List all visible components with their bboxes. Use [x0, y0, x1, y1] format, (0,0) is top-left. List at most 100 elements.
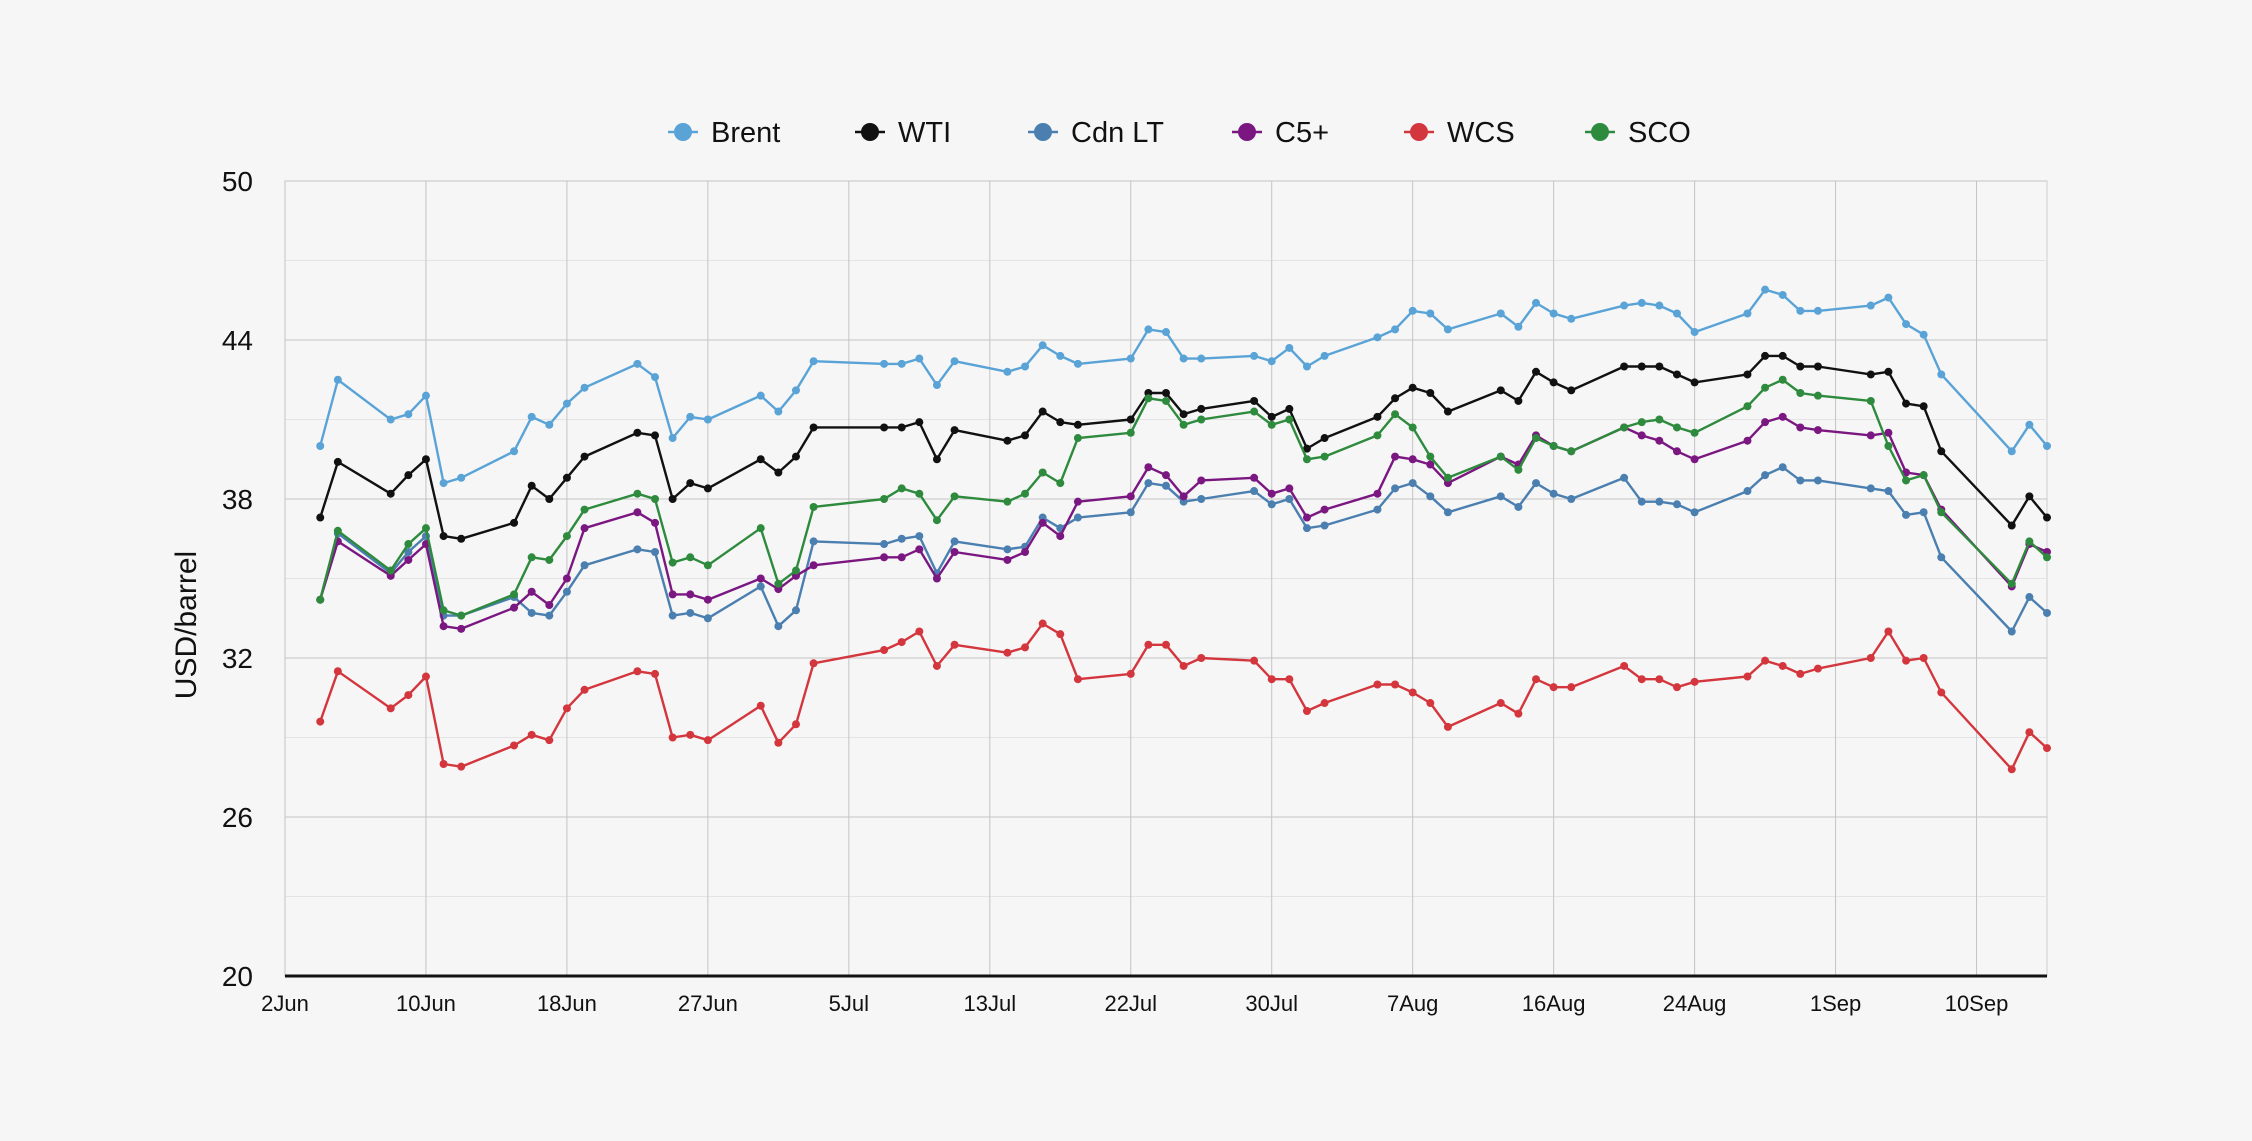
data-point	[1267, 412, 1276, 421]
data-point	[1655, 301, 1664, 310]
data-point	[1919, 402, 1928, 411]
data-point	[1620, 473, 1629, 482]
data-point	[1514, 502, 1523, 511]
data-point	[316, 595, 325, 604]
data-point	[1021, 643, 1030, 652]
data-point	[1743, 672, 1752, 681]
data-point	[1514, 322, 1523, 331]
data-point	[457, 611, 466, 620]
data-point	[1672, 447, 1681, 456]
data-point	[1813, 476, 1822, 485]
legend-label: C5+	[1275, 117, 1329, 149]
data-point	[1672, 370, 1681, 379]
data-point	[897, 484, 906, 493]
data-point	[1197, 354, 1206, 363]
data-point	[1144, 479, 1153, 488]
series-wcs	[316, 619, 2051, 774]
data-point	[1761, 418, 1770, 427]
data-point	[756, 701, 765, 710]
data-point	[562, 587, 571, 596]
data-point	[897, 534, 906, 543]
data-point	[1778, 661, 1787, 670]
data-point	[1250, 656, 1259, 665]
data-point	[932, 661, 941, 670]
data-point	[1302, 362, 1311, 371]
data-point	[756, 524, 765, 533]
data-point	[1567, 683, 1576, 692]
data-point	[2025, 728, 2034, 737]
data-point	[897, 553, 906, 562]
x-tick-label: 16Aug	[1522, 991, 1586, 1016]
data-point	[545, 601, 554, 609]
data-point	[1126, 669, 1135, 678]
data-point	[897, 359, 906, 368]
data-point	[316, 717, 325, 726]
data-point	[1443, 508, 1452, 517]
data-point	[1902, 320, 1911, 329]
data-point	[527, 481, 536, 490]
data-point	[1496, 492, 1505, 501]
data-point	[1655, 362, 1664, 371]
data-point	[2025, 420, 2034, 429]
data-point	[316, 513, 325, 522]
data-point	[333, 375, 342, 384]
data-point	[774, 738, 783, 747]
data-point	[1250, 396, 1259, 405]
data-point	[404, 691, 413, 700]
legend-item: C5+	[1232, 117, 1329, 149]
data-point	[791, 720, 800, 729]
data-point	[1496, 309, 1505, 318]
data-point	[1567, 386, 1576, 395]
data-point	[1373, 333, 1382, 342]
data-point	[510, 447, 519, 456]
data-point	[774, 579, 783, 588]
data-point	[439, 622, 448, 631]
data-point	[2043, 442, 2051, 450]
data-point	[1637, 362, 1646, 371]
data-point	[1144, 325, 1153, 334]
data-point	[1796, 362, 1805, 371]
data-point	[1690, 378, 1699, 387]
data-point	[2007, 521, 2016, 530]
grid	[284, 180, 2048, 977]
legend-marker	[674, 123, 692, 141]
data-point	[1549, 442, 1558, 450]
data-point	[703, 415, 712, 424]
data-point	[1902, 510, 1911, 519]
data-point	[580, 685, 589, 694]
data-point	[1302, 707, 1311, 715]
y-tick-label: 26	[222, 802, 253, 833]
data-point	[1162, 481, 1170, 490]
data-point	[633, 359, 642, 368]
x-tick-label: 1Sep	[1810, 991, 1861, 1016]
data-point	[1426, 452, 1435, 461]
data-point	[1426, 699, 1435, 708]
data-point	[510, 590, 519, 599]
data-point	[1866, 484, 1875, 493]
data-point	[2007, 579, 2016, 588]
data-point	[1496, 452, 1505, 461]
data-point	[1391, 394, 1400, 403]
data-point	[1690, 508, 1699, 517]
data-point	[439, 532, 448, 541]
data-point	[1038, 619, 1047, 628]
data-point	[880, 495, 889, 503]
data-point	[1514, 465, 1523, 474]
data-point	[1126, 354, 1135, 363]
data-point	[1126, 508, 1135, 517]
data-point	[1267, 675, 1276, 684]
data-point	[386, 415, 395, 424]
data-point	[950, 548, 959, 556]
data-point	[1761, 285, 1770, 294]
data-point	[1250, 487, 1259, 496]
data-point	[1937, 447, 1946, 456]
data-point	[633, 508, 642, 517]
data-point	[686, 608, 695, 617]
legend-label: Brent	[711, 117, 780, 149]
data-point	[386, 489, 395, 498]
data-point	[1144, 394, 1153, 403]
data-point	[457, 624, 466, 633]
data-point	[1443, 722, 1452, 731]
data-point	[1902, 399, 1911, 408]
data-point	[1267, 489, 1276, 498]
